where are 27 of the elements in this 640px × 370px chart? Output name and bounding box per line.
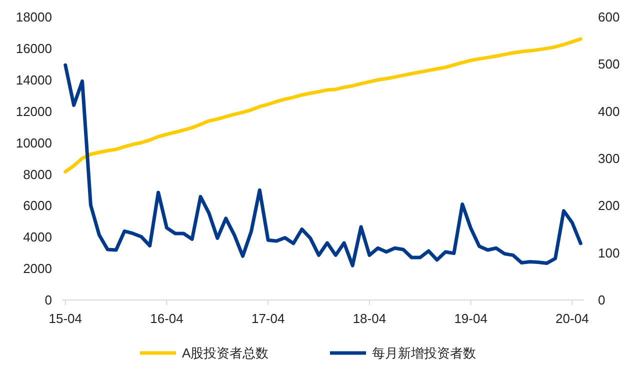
y2-tick-label: 400 <box>598 104 620 119</box>
y-tick-label: 16000 <box>16 40 52 56</box>
legend-label: 每月新增投资者数 <box>372 346 476 361</box>
y-tick-label: 10000 <box>16 135 52 150</box>
y-tick-label: 0 <box>44 292 52 308</box>
x-tick-label: 18-04 <box>352 311 386 326</box>
x-tick-label: 16-04 <box>150 311 184 326</box>
y2-tick-label: 300 <box>598 151 620 166</box>
x-tick-label: 15-04 <box>48 311 82 326</box>
y2-tick-label: 500 <box>598 56 620 72</box>
y-tick-label: 18000 <box>16 10 52 25</box>
y2-tick-label: 0 <box>598 292 606 308</box>
line-series <box>64 63 582 268</box>
y-tick-label: 14000 <box>16 72 52 88</box>
y-tick-label: 4000 <box>23 230 52 245</box>
line-series <box>64 37 582 174</box>
x-tick-label: 17-04 <box>251 311 285 326</box>
x-tick-label: 19-04 <box>454 311 488 326</box>
y2-tick-label: 100 <box>598 245 620 260</box>
y2-tick-label: 200 <box>598 198 620 214</box>
legend-label: A股投资者总数 <box>182 346 269 361</box>
y-tick-label: 8000 <box>23 166 52 182</box>
x-tick-label: 20-04 <box>556 311 589 326</box>
y2-tick-label: 600 <box>598 10 620 25</box>
y-tick-label: 6000 <box>23 198 52 214</box>
y-tick-label: 2000 <box>23 261 52 276</box>
y-tick-label: 12000 <box>16 104 52 119</box>
